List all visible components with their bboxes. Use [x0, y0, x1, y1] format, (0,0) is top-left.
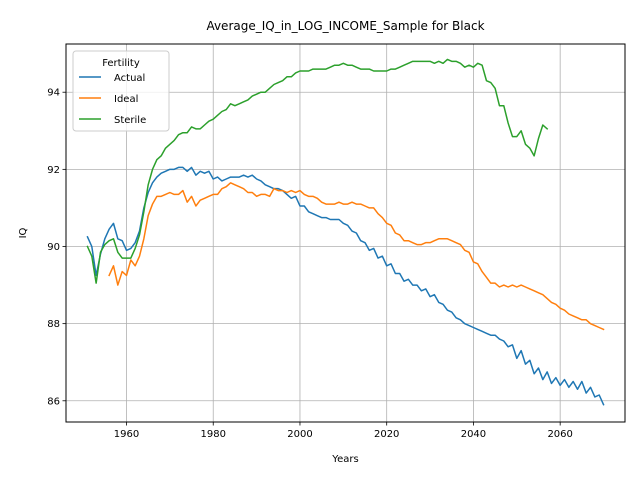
y-tick-label: 86 [47, 396, 60, 407]
x-tick-label: 2000 [287, 429, 312, 440]
series-line-ideal [108, 182, 605, 331]
y-axis-label: IQ [18, 227, 29, 238]
x-tick-label: 2040 [461, 429, 486, 440]
plot-area-frame [65, 43, 626, 423]
axis-ticks: 1960 1980 2000 2020 2040 2060 86 88 90 92 94 [47, 88, 573, 440]
legend-box [72, 50, 170, 132]
series-layer [86, 58, 605, 406]
series-line-sterile [86, 58, 549, 284]
x-axis-label: Years [331, 454, 358, 465]
x-tick-label: 2020 [374, 429, 399, 440]
chart-title: Average_IQ_in_LOG_INCOME_Sample for Blac… [206, 19, 484, 33]
legend-title: Fertility [102, 58, 140, 69]
legend-label-sterile: Sterile [114, 115, 146, 126]
x-tick-label: 1960 [114, 429, 139, 440]
grid-lines [66, 44, 625, 422]
legend-label-ideal: Ideal [114, 94, 138, 105]
y-tick-label: 94 [47, 88, 60, 99]
x-tick-label: 2060 [547, 429, 572, 440]
legend-label-actual: Actual [114, 73, 145, 84]
y-tick-label: 90 [47, 242, 60, 253]
y-tick-label: 88 [47, 319, 60, 330]
x-tick-label: 1980 [201, 429, 226, 440]
series-line-actual [86, 166, 605, 406]
y-tick-label: 92 [47, 165, 60, 176]
legend: Fertility Actual Ideal Sterile [72, 50, 170, 132]
